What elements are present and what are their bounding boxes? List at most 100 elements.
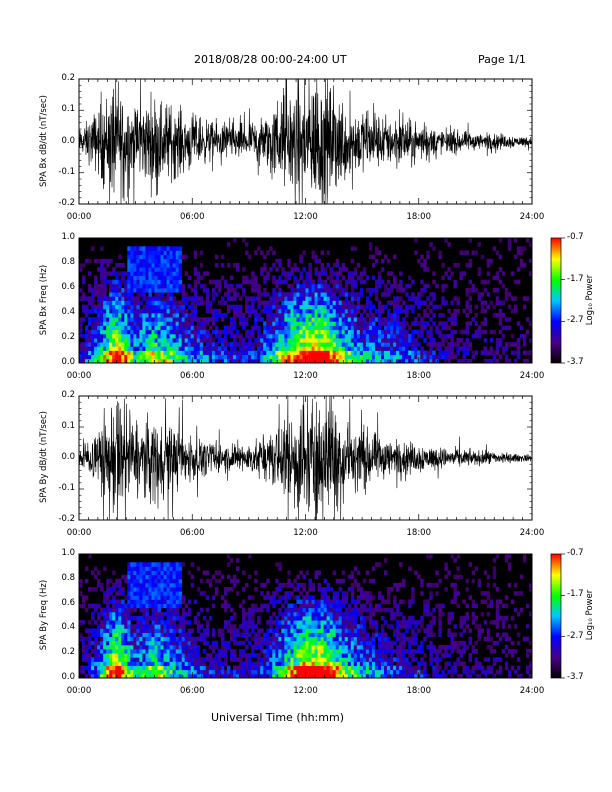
- spectrogram-cell: [242, 669, 246, 675]
- spectrogram-cell: [178, 616, 183, 621]
- spectrogram-cell: [175, 267, 180, 272]
- spectrogram-cell: [190, 342, 195, 347]
- spectrogram-cell: [121, 296, 125, 301]
- spectrogram-cell: [130, 616, 134, 621]
- spectrogram-cell: [399, 304, 403, 310]
- spectrogram-cell: [275, 346, 279, 351]
- spectrogram-cell: [214, 591, 219, 596]
- spectrogram-cell: [202, 321, 207, 326]
- spectrogram-cell: [157, 292, 161, 297]
- spectrogram-cell: [314, 657, 318, 662]
- spectrogram-cell: [139, 338, 143, 343]
- spectrogram-cell: [254, 632, 258, 638]
- spectrogram-cell: [139, 288, 143, 293]
- spectrogram-cell: [127, 250, 131, 256]
- spectrogram-cell: [353, 342, 358, 347]
- spectrogram-cell: [248, 342, 252, 347]
- spectrogram-cell: [124, 354, 128, 360]
- spectrogram-cell: [302, 333, 306, 339]
- spectrogram-cell: [118, 350, 122, 356]
- spectrogram-cell: [121, 607, 125, 613]
- spectrogram-cell: [287, 308, 291, 314]
- spectrogram-cell: [245, 636, 249, 642]
- spectrogram-cell: [338, 636, 343, 642]
- spectrogram-cell: [175, 591, 180, 596]
- spectrogram-cell: [498, 329, 503, 335]
- spectrogram-cell: [223, 338, 228, 343]
- spectrogram-cell: [254, 673, 258, 679]
- spectrogram-cell: [335, 595, 340, 600]
- spectrogram-cell: [299, 616, 303, 621]
- spectrogram-cell: [100, 267, 104, 272]
- spectrogram-cell: [365, 304, 370, 310]
- spectrogram-cell: [166, 275, 170, 281]
- spectrogram-cell: [154, 313, 158, 318]
- spectrogram-cell: [103, 283, 107, 289]
- spectrogram-cell: [308, 649, 312, 654]
- spectrogram-cell: [184, 325, 189, 331]
- spectrogram-cell: [465, 346, 469, 351]
- spectrogram-cell: [444, 358, 448, 364]
- spectrogram-cell: [196, 566, 201, 571]
- spectrogram-cell: [190, 333, 195, 339]
- spectrogram-cell: [139, 329, 143, 335]
- spectrogram-cell: [181, 313, 186, 318]
- spectrogram-cell: [115, 636, 119, 642]
- spectrogram-cell: [115, 292, 119, 297]
- spectrogram-cell: [371, 317, 376, 322]
- spectrogram-cell: [142, 333, 146, 339]
- spectrogram-cell: [317, 587, 321, 592]
- spectrogram-cell: [371, 624, 376, 629]
- spectrogram-cell: [281, 644, 285, 650]
- spectrogram-cell: [341, 616, 346, 621]
- spectrogram-cell: [426, 342, 430, 347]
- spectrogram-cell: [293, 616, 297, 621]
- spectrogram-cell: [338, 313, 343, 318]
- spectrogram-cell: [127, 263, 131, 268]
- spectrogram-cell: [217, 570, 222, 576]
- spectrogram-cell: [130, 308, 134, 314]
- spectrogram-cell: [211, 673, 216, 679]
- spectrogram-cell: [368, 591, 373, 596]
- spectrogram-cell: [184, 308, 189, 314]
- spectrogram-cell: [223, 644, 228, 650]
- spectrogram-cell: [374, 338, 379, 343]
- spectrogram-cell: [142, 628, 146, 633]
- spectrogram-cell: [124, 283, 128, 289]
- spectrogram-cell: [136, 254, 140, 260]
- spectrogram-cell: [302, 296, 306, 301]
- spectrogram-cell: [239, 653, 243, 658]
- spectrogram-cell: [130, 657, 134, 662]
- spectrogram-cell: [450, 317, 454, 322]
- spectrogram-cell: [151, 313, 155, 318]
- spectrogram-cell: [362, 350, 367, 356]
- spectrogram-cell: [251, 288, 255, 293]
- spectrogram-cell: [278, 649, 282, 654]
- spectrogram-cell: [157, 296, 161, 301]
- spectrogram-cell: [284, 292, 288, 297]
- spectrogram-cell: [112, 603, 116, 609]
- spectrogram-cell: [151, 673, 155, 679]
- spectrogram-cell: [329, 338, 334, 343]
- spectrogram-cell: [335, 603, 340, 609]
- spectrogram-cell: [112, 329, 116, 335]
- spectrogram-cell: [217, 673, 222, 679]
- spectrogram-cell: [332, 649, 337, 654]
- spectrogram-cell: [233, 263, 237, 268]
- spectrogram-cell: [272, 346, 276, 351]
- spectrogram-cell: [103, 657, 107, 662]
- spectrogram-cell: [112, 271, 116, 276]
- spectrogram-cell: [115, 624, 119, 629]
- spectrogram-cell: [429, 358, 433, 364]
- spectrogram-cell: [196, 587, 201, 592]
- spectrogram-cell: [399, 350, 403, 356]
- spectrogram-cell: [211, 296, 216, 301]
- spectrogram-cell: [432, 304, 436, 310]
- spectrogram-cell: [341, 653, 346, 658]
- spectrogram-cell: [501, 300, 506, 306]
- spectrogram-cell: [507, 238, 512, 243]
- spectrogram-cell: [136, 649, 140, 654]
- spectrogram-cell: [335, 358, 340, 364]
- spectrogram-cell: [151, 632, 155, 638]
- spectrogram-cell: [263, 354, 267, 360]
